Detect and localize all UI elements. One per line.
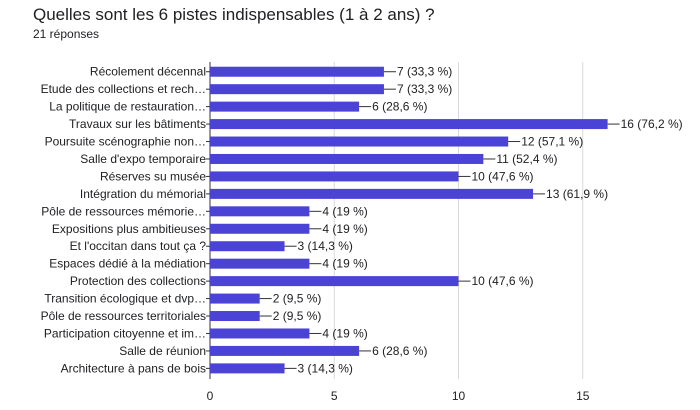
category-label: Salle de réunion — [119, 344, 206, 358]
data-label: 7 (33,3 %) — [397, 65, 452, 79]
bar — [210, 293, 260, 304]
category-label: Architecture à pans de bois — [61, 361, 206, 375]
bar — [210, 153, 484, 164]
bar — [210, 311, 260, 322]
data-label: 10 (47,6 %) — [472, 274, 534, 288]
category-label: Intégration du mémorial — [80, 187, 206, 201]
bar — [210, 119, 608, 130]
bar — [210, 223, 310, 234]
bar — [210, 84, 384, 95]
data-label: 3 (14,3 %) — [298, 361, 353, 375]
bar — [210, 345, 360, 356]
data-label: 13 (61,9 %) — [546, 187, 608, 201]
bar — [210, 363, 285, 374]
data-label: 2 (9,5 %) — [273, 292, 322, 306]
data-label: 2 (9,5 %) — [273, 309, 322, 323]
category-label: Transition écologique et dvp… — [44, 292, 206, 306]
category-label: La politique de restauration… — [49, 100, 206, 114]
data-label: 12 (57,1 %) — [521, 135, 583, 149]
data-label: 10 (47,6 %) — [472, 169, 534, 183]
bar — [210, 101, 360, 112]
category-label: Réserves su musée — [100, 169, 206, 183]
bar — [210, 66, 384, 77]
category-label: Pôle de ressources territoriales — [41, 309, 206, 323]
data-label: 3 (14,3 %) — [298, 239, 353, 253]
category-label: Etude des collections et rech… — [41, 82, 206, 96]
bar — [210, 276, 459, 287]
category-label: Expositions plus ambitieuses — [52, 222, 206, 236]
gridlines — [206, 62, 584, 379]
category-labels: Récolement décennal Etude des collections… — [41, 65, 207, 376]
x-tick-label: 0 — [207, 389, 214, 403]
category-label: Récolement décennal — [90, 65, 206, 79]
data-label: 4 (19 %) — [322, 222, 367, 236]
x-tick-label: 10 — [452, 389, 466, 403]
data-label: 6 (28,6 %) — [372, 100, 427, 114]
bar — [210, 206, 310, 217]
data-label: 4 (19 %) — [322, 257, 367, 271]
data-label: 4 (19 %) — [322, 204, 367, 218]
x-tick-label: 15 — [576, 389, 590, 403]
bar — [210, 241, 285, 252]
category-label: Travaux sur les bâtiments — [69, 117, 206, 131]
bar — [210, 171, 459, 182]
x-axis-ticks: 0510152 — [207, 389, 590, 403]
response-count: 21 réponses — [33, 27, 100, 41]
bar — [210, 258, 310, 269]
category-label: Et l'occitan dans tout ça ? — [70, 239, 207, 253]
category-label: Protection des collections — [70, 274, 206, 288]
category-label: Pôle de ressources mémorie… — [41, 204, 206, 218]
bar — [210, 136, 509, 147]
bar — [210, 188, 534, 199]
category-label: Espaces dédié à la médiation — [49, 257, 206, 271]
chart-title: Quelles sont les 6 pistes indispensables… — [33, 5, 435, 24]
bar — [210, 328, 310, 339]
data-label: 4 (19 %) — [322, 326, 367, 340]
data-label: 6 (28,6 %) — [372, 344, 427, 358]
x-tick-label: 5 — [331, 389, 338, 403]
category-label: Salle d'expo temporaire — [80, 152, 206, 166]
data-label: 7 (33,3 %) — [397, 82, 452, 96]
data-label: 11 (52,4 %) — [496, 152, 557, 166]
bars: 7 (33,3 %) 7 (33,3 %) 6 (28,6 %) 16 (76,2 %… — [210, 65, 683, 375]
category-label: Poursuite scénographie non… — [45, 135, 206, 149]
category-label: Participation citoyenne et im… — [44, 326, 206, 340]
data-label: 16 (76,2 %) — [621, 117, 683, 131]
